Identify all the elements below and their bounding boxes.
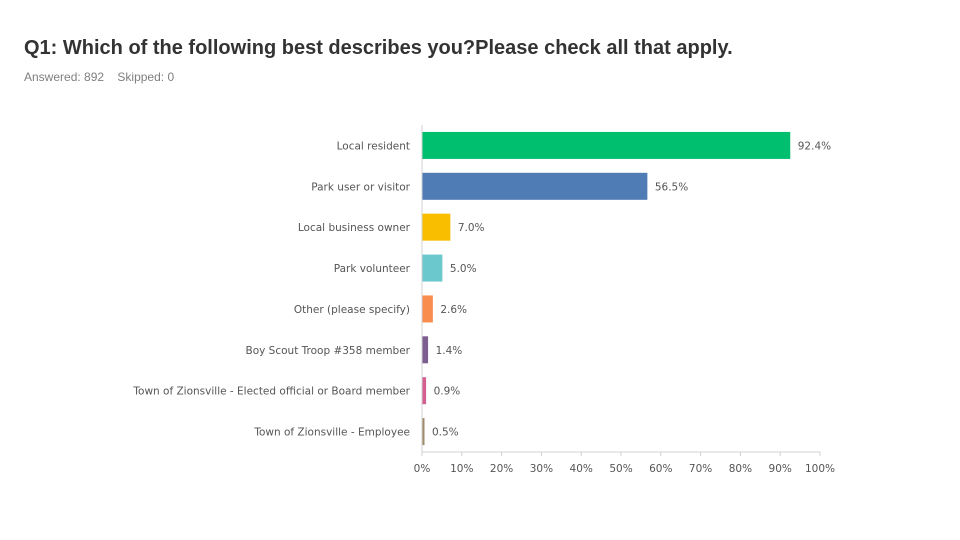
x-tick-label: 100% (805, 463, 835, 475)
category-label: Town of Zionsville - Elected official or… (132, 386, 410, 398)
category-label: Park volunteer (334, 263, 411, 275)
x-tick-label: 10% (450, 463, 473, 475)
response-counts: Answered: 892 Skipped: 0 (24, 70, 184, 84)
bar (422, 377, 427, 405)
data-label: 0.5% (432, 427, 459, 439)
data-label: 7.0% (458, 222, 485, 234)
x-tick-label: 0% (414, 463, 431, 475)
data-label: 0.9% (434, 386, 461, 398)
x-tick-label: 70% (689, 463, 712, 475)
answered-count: Answered: 892 (24, 70, 105, 84)
question-title: Q1: Which of the following best describe… (24, 37, 733, 59)
data-label: 56.5% (655, 181, 688, 193)
category-label: Local business owner (298, 222, 411, 234)
bar (422, 131, 791, 159)
bar (422, 213, 451, 241)
category-label: Local resident (337, 140, 410, 152)
x-tick-label: 30% (530, 463, 553, 475)
data-label: 92.4% (798, 140, 831, 152)
x-tick-label: 20% (490, 463, 513, 475)
bar (422, 254, 443, 282)
x-tick-label: 60% (649, 463, 672, 475)
category-label: Other (please specify) (294, 304, 410, 316)
category-label: Town of Zionsville - Employee (253, 427, 410, 439)
x-tick-label: 50% (609, 463, 632, 475)
category-label: Park user or visitor (311, 181, 410, 193)
data-label: 2.6% (440, 304, 467, 316)
bar (422, 336, 429, 364)
x-tick-label: 40% (570, 463, 593, 475)
bar (422, 418, 425, 446)
data-label: 5.0% (450, 263, 477, 275)
bar (422, 295, 433, 323)
category-label: Boy Scout Troop #358 member (246, 345, 411, 357)
bar (422, 172, 648, 200)
skipped-count: Skipped: 0 (117, 70, 175, 84)
x-tick-label: 90% (769, 463, 792, 475)
x-tick-label: 80% (729, 463, 752, 475)
data-label: 1.4% (436, 345, 463, 357)
